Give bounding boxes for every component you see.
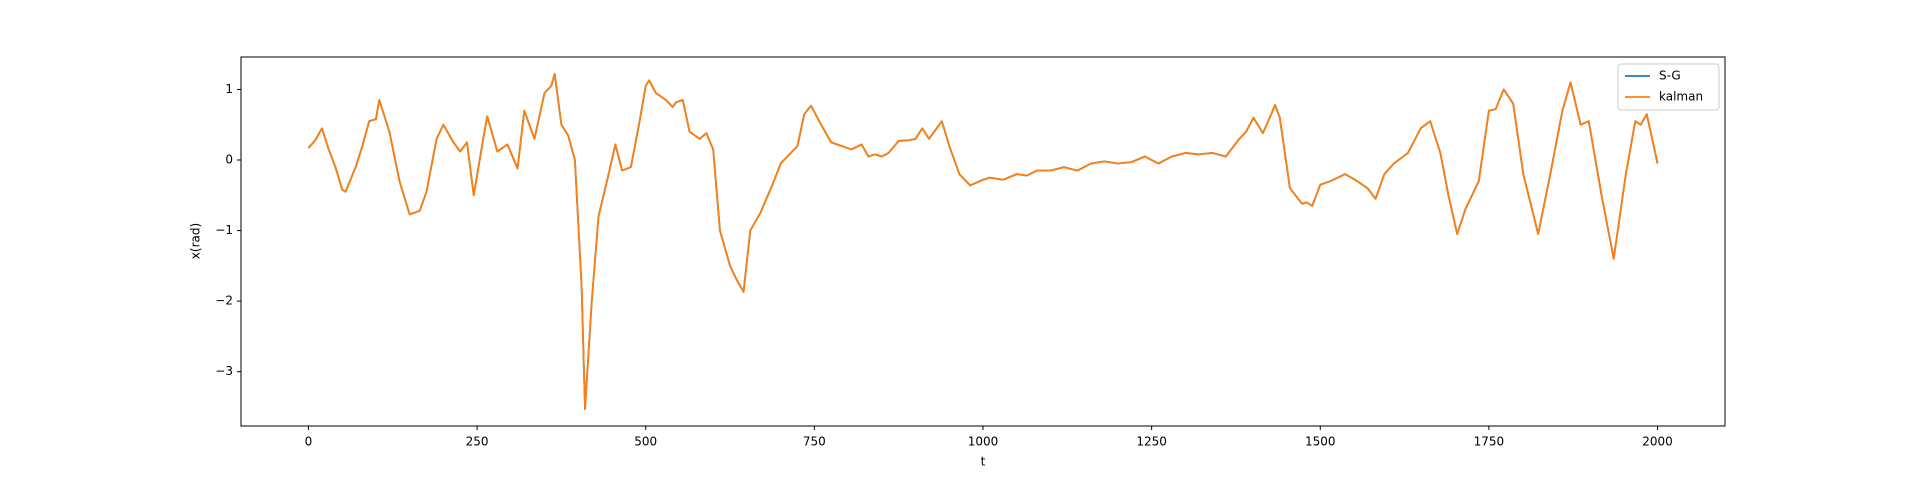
x-tick-label: 1000 [968, 435, 999, 449]
y-tick-label: −3 [215, 364, 233, 378]
y-tick-label: 1 [225, 82, 233, 96]
plot-frame [240, 56, 1726, 427]
line-series [307, 73, 1659, 410]
x-tick-label: 1500 [1305, 435, 1336, 449]
y-tick-label: 0 [225, 153, 233, 167]
x-tick-label: 750 [803, 435, 826, 449]
x-tick-label: 250 [466, 435, 489, 449]
legend-label: S-G [1659, 69, 1681, 83]
x-tick-label: 1250 [1136, 435, 1167, 449]
y-tick-label: −2 [215, 294, 233, 308]
x-tick-label: 0 [305, 435, 313, 449]
x-tick-label: 1750 [1474, 435, 1505, 449]
legend-label: kalman [1659, 90, 1703, 104]
y-axis-label: x(rad) [189, 223, 203, 259]
x-axis-label: t [981, 455, 986, 469]
line-series [307, 73, 1659, 410]
y-tick-label: −1 [215, 223, 233, 237]
x-tick-label: 2000 [1642, 435, 1673, 449]
x-tick-label: 500 [634, 435, 657, 449]
